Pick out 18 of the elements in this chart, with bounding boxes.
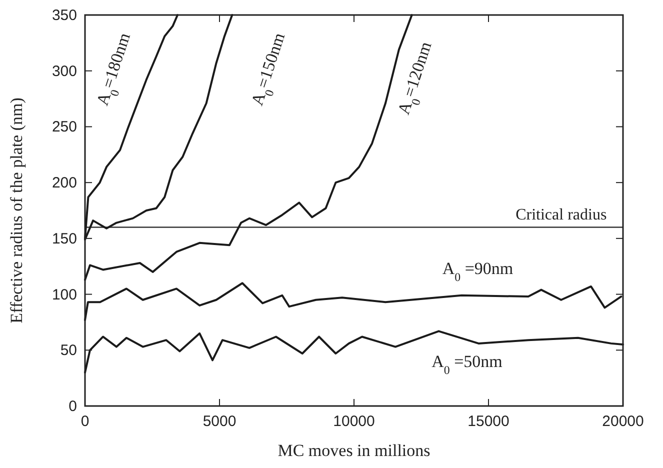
y-tick-label: 300 [52,62,77,80]
y-tick-label: 100 [52,286,77,304]
x-axis-title: MC moves in millions [278,441,430,460]
y-tick-label: 350 [52,7,77,24]
x-tick-label: 5000 [202,413,236,430]
y-tick-label: 150 [52,230,77,248]
ref-line-label: Critical radius [516,206,607,224]
x-tick-label: 10000 [333,413,375,430]
x-tick-label: 0 [80,413,90,430]
series-label: A$_{0}$ =90nm [442,259,514,284]
x-tick-label: 15000 [468,413,510,430]
y-tick-label: 0 [68,398,77,415]
y-axis-title: Effective radius of the plate (nm) [7,98,26,324]
x-tick-label: 20000 [602,413,644,430]
series-label: A$_{0}$ =50nm [432,352,502,377]
y-tick-label: 250 [52,118,77,136]
y-tick-label: 50 [60,342,77,360]
y-tick-label: 200 [52,174,77,192]
